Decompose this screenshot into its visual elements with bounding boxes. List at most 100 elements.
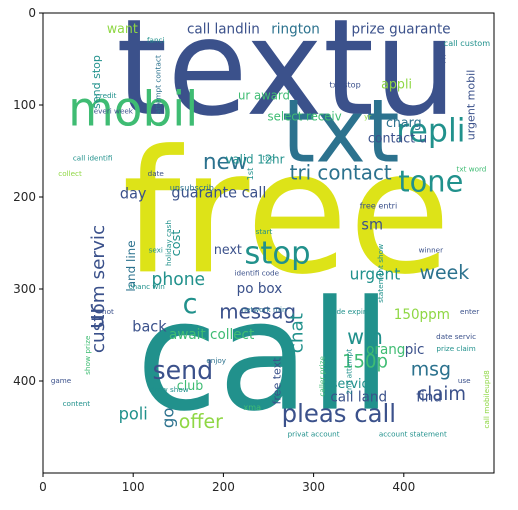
word-28: chat: [286, 313, 307, 353]
word-15: pleas call: [282, 399, 396, 428]
word-2: call: [136, 268, 392, 445]
word-34: urgent: [350, 266, 401, 284]
word-69: yr: [364, 112, 371, 121]
word-85: caller prize: [318, 356, 327, 397]
word-23: send stop: [90, 55, 103, 109]
word-39: orang: [366, 342, 405, 358]
word-26: back: [132, 319, 167, 336]
word-40: pic: [405, 342, 425, 358]
word-74: holiday cash: [164, 220, 173, 266]
word-19: club: [177, 379, 203, 394]
word-16: offer: [179, 410, 223, 433]
word-0: textu: [116, 0, 457, 146]
word-24: cost: [169, 230, 184, 257]
word-29: win: [347, 325, 383, 349]
y-tick-label: 200: [13, 190, 36, 204]
word-64: collect: [58, 169, 82, 178]
word-56: select receiv: [268, 109, 342, 123]
word-7: stop: [244, 235, 310, 271]
word-70: txt word: [457, 164, 487, 173]
x-axis: 0 100 200 300 400: [39, 473, 415, 494]
word-94: xma: [243, 402, 261, 412]
word-89: use: [458, 376, 471, 385]
x-tick-label: 400: [392, 480, 415, 494]
word-4: mobil: [68, 82, 198, 138]
word-80: hot: [102, 307, 114, 316]
word-79: network min: [241, 305, 286, 314]
word-33: week: [420, 261, 471, 284]
word-60: credit: [96, 91, 117, 100]
y-tick-label: 0: [28, 6, 36, 20]
word-37: next: [214, 243, 242, 258]
word-30: 150p: [342, 351, 388, 372]
word-65: date: [148, 169, 165, 178]
word-95: privat account: [288, 429, 340, 438]
word-9: tri contact: [290, 160, 392, 184]
word-86: 2nd attempt: [345, 349, 354, 395]
word-54: contact u: [368, 131, 427, 146]
word-22: land line: [124, 240, 138, 291]
word-8: new: [203, 150, 248, 175]
word-46: rington: [271, 21, 320, 37]
word-13: phone: [151, 270, 205, 290]
word-32: claim: [417, 384, 466, 405]
word-1: free: [122, 114, 451, 312]
x-tick-label: 200: [212, 480, 235, 494]
y-tick-label: 100: [13, 98, 36, 112]
word-55: urgent mobil: [465, 70, 478, 141]
word-51: ur award: [238, 88, 290, 102]
word-6: tone: [398, 164, 463, 198]
word-83: show prize: [83, 335, 92, 375]
word-48: want: [107, 22, 138, 37]
word-72: start: [256, 227, 273, 236]
y-tick-label: 400: [13, 374, 36, 388]
word-25: day: [120, 185, 147, 202]
word-17: poli: [119, 404, 148, 423]
word-10: guarante call: [171, 184, 266, 201]
word-59: fanci: [147, 36, 164, 45]
word-67: 1st: [245, 167, 255, 181]
word-75: winner: [419, 245, 443, 254]
word-53: charg: [386, 116, 422, 131]
word-45: call landlin: [187, 21, 260, 37]
word-31: msg: [411, 357, 451, 380]
word-3: txt: [282, 82, 400, 183]
word-21: custom servic: [88, 225, 109, 353]
x-tick-label: 100: [122, 480, 145, 494]
word-44: free text: [271, 357, 284, 405]
word-71: free entri: [360, 201, 397, 211]
y-axis: 0 100 200 300 400: [13, 6, 43, 388]
word-50: call custom: [444, 38, 490, 48]
word-52: appli: [381, 77, 412, 92]
word-5: repli: [396, 111, 465, 149]
word-43: call land: [330, 389, 387, 405]
word-73: sexi: [149, 245, 163, 254]
word-38: 150ppm: [394, 307, 450, 323]
word-36: po box: [237, 281, 283, 297]
word-93: draw show: [150, 385, 189, 394]
word-76: statement show: [376, 244, 385, 303]
word-12: c: [183, 289, 198, 320]
word-82: enter: [460, 307, 479, 316]
x-tick-label: 300: [302, 480, 325, 494]
word-18: go: [159, 407, 178, 428]
word-11: messag: [219, 299, 296, 323]
word-81: code expir: [328, 307, 366, 316]
word-87: date servic: [436, 332, 476, 341]
word-61: everi week: [94, 106, 134, 115]
y-tick-label: 300: [13, 282, 36, 296]
word-77: chanc win: [129, 282, 165, 291]
word-90: call mobileupd8: [482, 370, 491, 429]
word-91: game: [51, 376, 72, 385]
word-20: ur: [82, 304, 110, 329]
word-35: sm: [361, 216, 383, 233]
word-58: txt stop: [330, 79, 361, 89]
word-62: attempt contact: [154, 55, 163, 114]
word-27: await collect: [169, 327, 255, 343]
word-57: valid 12hr: [226, 153, 285, 167]
plot-frame: [42, 12, 495, 474]
word-92: content: [63, 399, 91, 408]
word-66: unsubscrib: [170, 182, 214, 192]
